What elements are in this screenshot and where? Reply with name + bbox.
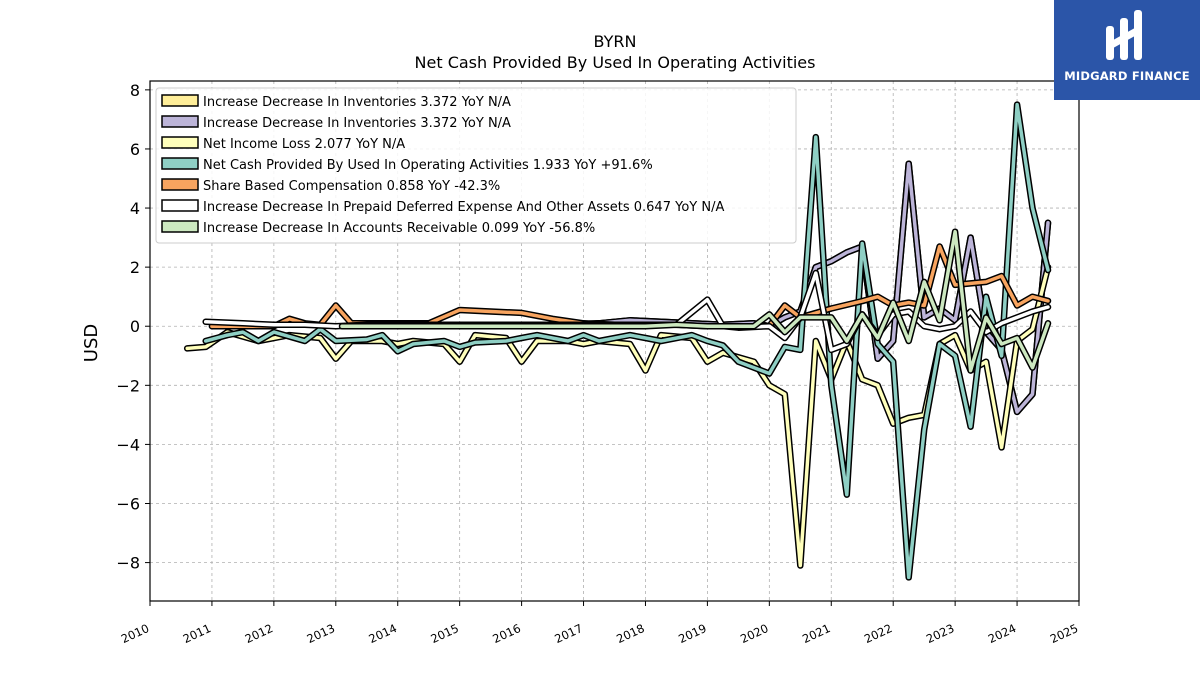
legend-label: Increase Decrease In Prepaid Deferred Ex… [203, 200, 724, 215]
plot-frame [149, 80, 1080, 602]
x-tick-label: 2015 [428, 621, 460, 646]
chart-subtitle: Net Cash Provided By Used In Operating A… [415, 53, 816, 72]
legend-swatch [161, 178, 199, 191]
y-tick-label: −8 [116, 554, 140, 573]
logo-text: MIDGARD FINANCE [1064, 69, 1190, 83]
legend-box [155, 87, 797, 244]
x-tick-label: 2022 [862, 621, 894, 646]
legend-label: Increase Decrease In Inventories 3.372 Y… [203, 116, 511, 131]
legend-label: Share Based Compensation 0.858 YoY -42.3… [203, 179, 500, 194]
x-tick-label: 2021 [800, 621, 832, 646]
y-tick-label: 6 [130, 140, 140, 159]
midgard-logo-icon [1106, 10, 1142, 60]
y-tick-label: −4 [116, 435, 140, 454]
x-tick-label: 2012 [243, 621, 275, 646]
x-tick-label: 2024 [986, 621, 1018, 646]
legend-swatch [161, 157, 199, 170]
x-tick-label: 2018 [614, 621, 646, 646]
legend-swatch [161, 136, 199, 149]
legend-label: Net Income Loss 2.077 YoY N/A [203, 137, 405, 152]
legend-swatch [161, 94, 199, 107]
x-tick-label: 2013 [305, 621, 337, 646]
legend-swatch [161, 199, 199, 212]
x-tick-label: 2017 [552, 621, 584, 646]
x-tick-label: 2023 [924, 621, 956, 646]
x-tick-label: 2019 [676, 621, 708, 646]
x-tick-label: 2010 [119, 621, 151, 646]
x-tick-label: 2016 [490, 621, 522, 646]
x-axis: 2010 2011 2012 2013 2014 2015 2016 2017 2018 2019… [119, 601, 1080, 646]
y-tick-label: 2 [130, 258, 140, 277]
x-tick-label: 2011 [181, 621, 213, 646]
series-line-3 [203, 102, 1050, 580]
series-line-6 [340, 229, 1050, 373]
legend-label: Increase Decrease In Accounts Receivable… [203, 221, 595, 236]
legend-swatch [161, 220, 199, 233]
x-tick-label: 2020 [738, 621, 770, 646]
y-axis-label: USD [81, 324, 102, 362]
y-tick-label: −2 [116, 376, 140, 395]
chart-title: BYRN [594, 32, 637, 51]
x-tick-label: 2014 [367, 621, 399, 646]
brand-logo: MIDGARD FINANCE [1054, 0, 1200, 100]
legend: Increase Decrease In Inventories 3.372 Y… [155, 87, 797, 244]
y-tick-label: 4 [130, 199, 140, 218]
y-tick-label: −6 [116, 495, 140, 514]
y-tick-label: 8 [130, 81, 140, 100]
y-axis: −8 −6 −4 −2 0 2 4 6 8 [116, 81, 150, 573]
series-layer [183, 101, 1052, 581]
legend-swatch [161, 115, 199, 128]
y-tick-label: 0 [130, 317, 140, 336]
legend-label: Net Cash Provided By Used In Operating A… [203, 158, 653, 173]
legend-label: Increase Decrease In Inventories 3.372 Y… [203, 95, 511, 110]
x-tick-label: 2025 [1048, 621, 1080, 646]
